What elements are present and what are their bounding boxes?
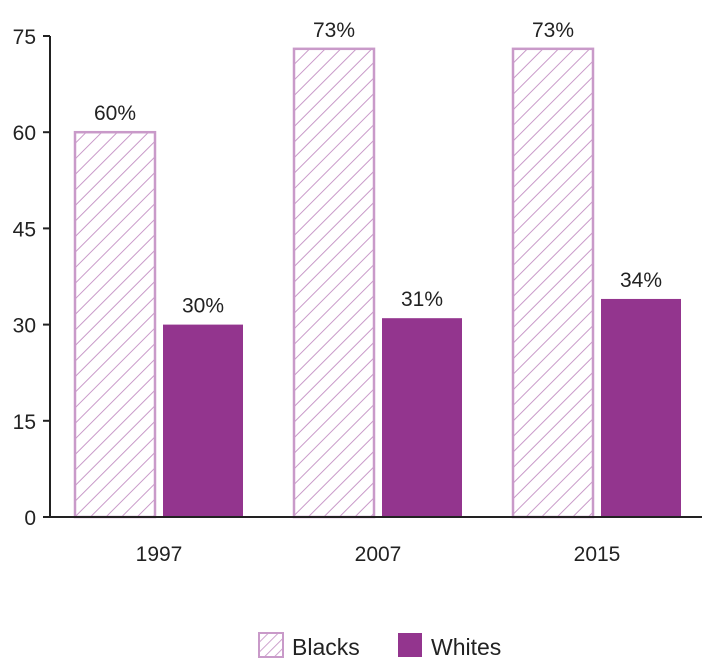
data-label-whites-1997: 30% bbox=[182, 295, 224, 318]
bar-whites-2007 bbox=[382, 318, 462, 517]
y-tick-label: 75 bbox=[13, 26, 36, 49]
bars: 60% 30% 73% 31% 73% 34% bbox=[73, 19, 681, 519]
bar-group-1997: 60% 30% bbox=[73, 102, 243, 519]
bar-blacks-2007 bbox=[292, 47, 376, 519]
legend-item-whites: Whites bbox=[398, 633, 501, 658]
legend-label: Whites bbox=[431, 634, 501, 658]
data-label-blacks-2007: 73% bbox=[313, 19, 355, 42]
data-label-whites-2007: 31% bbox=[401, 288, 443, 311]
bar-whites-1997 bbox=[163, 324, 243, 517]
x-tick-label: 2007 bbox=[355, 543, 402, 566]
bar-group-2015: 73% 34% bbox=[511, 19, 681, 519]
legend: Blacks Whites bbox=[258, 632, 501, 658]
y-tick-label: 30 bbox=[13, 315, 36, 338]
x-tick-label: 1997 bbox=[136, 543, 183, 566]
y-tick-label: 45 bbox=[13, 218, 36, 241]
legend-item-blacks: Blacks bbox=[258, 632, 360, 658]
legend-swatch bbox=[258, 632, 284, 658]
bar-whites-2015 bbox=[601, 298, 681, 517]
y-tick-label: 0 bbox=[24, 507, 36, 530]
legend-swatch bbox=[398, 633, 422, 657]
data-label-whites-2015: 34% bbox=[620, 269, 662, 292]
y-tick-label: 60 bbox=[13, 122, 36, 145]
legend-label: Blacks bbox=[292, 634, 360, 658]
data-label-blacks-2015: 73% bbox=[532, 19, 574, 42]
bar-group-2007: 73% 31% bbox=[292, 19, 462, 519]
bar-blacks-2015 bbox=[511, 47, 595, 519]
data-label-blacks-1997: 60% bbox=[94, 102, 136, 125]
y-axis: 0 15 30 45 60 75 bbox=[13, 26, 51, 530]
y-tick-label: 15 bbox=[13, 411, 36, 434]
bar-blacks-1997 bbox=[73, 130, 157, 519]
x-axis: 1997 2007 2015 bbox=[50, 516, 702, 566]
x-tick-label: 2015 bbox=[574, 543, 621, 566]
